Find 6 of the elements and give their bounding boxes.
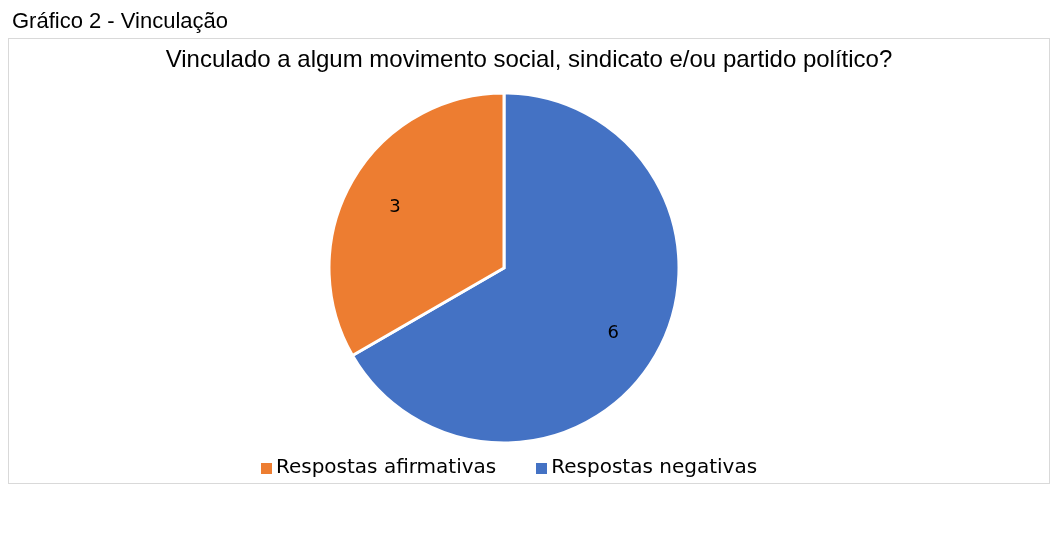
legend-label: Respostas afirmativas [275,454,497,478]
chart-title: Vinculado a algum movimento social, sindicato e/ou partido político? [164,45,894,73]
text: Gráfico 2 - Vinculação [12,8,230,34]
legend-label: Respostas negativas [551,454,758,478]
data-label: 3 [389,194,401,216]
data-label: 6 [607,320,619,342]
